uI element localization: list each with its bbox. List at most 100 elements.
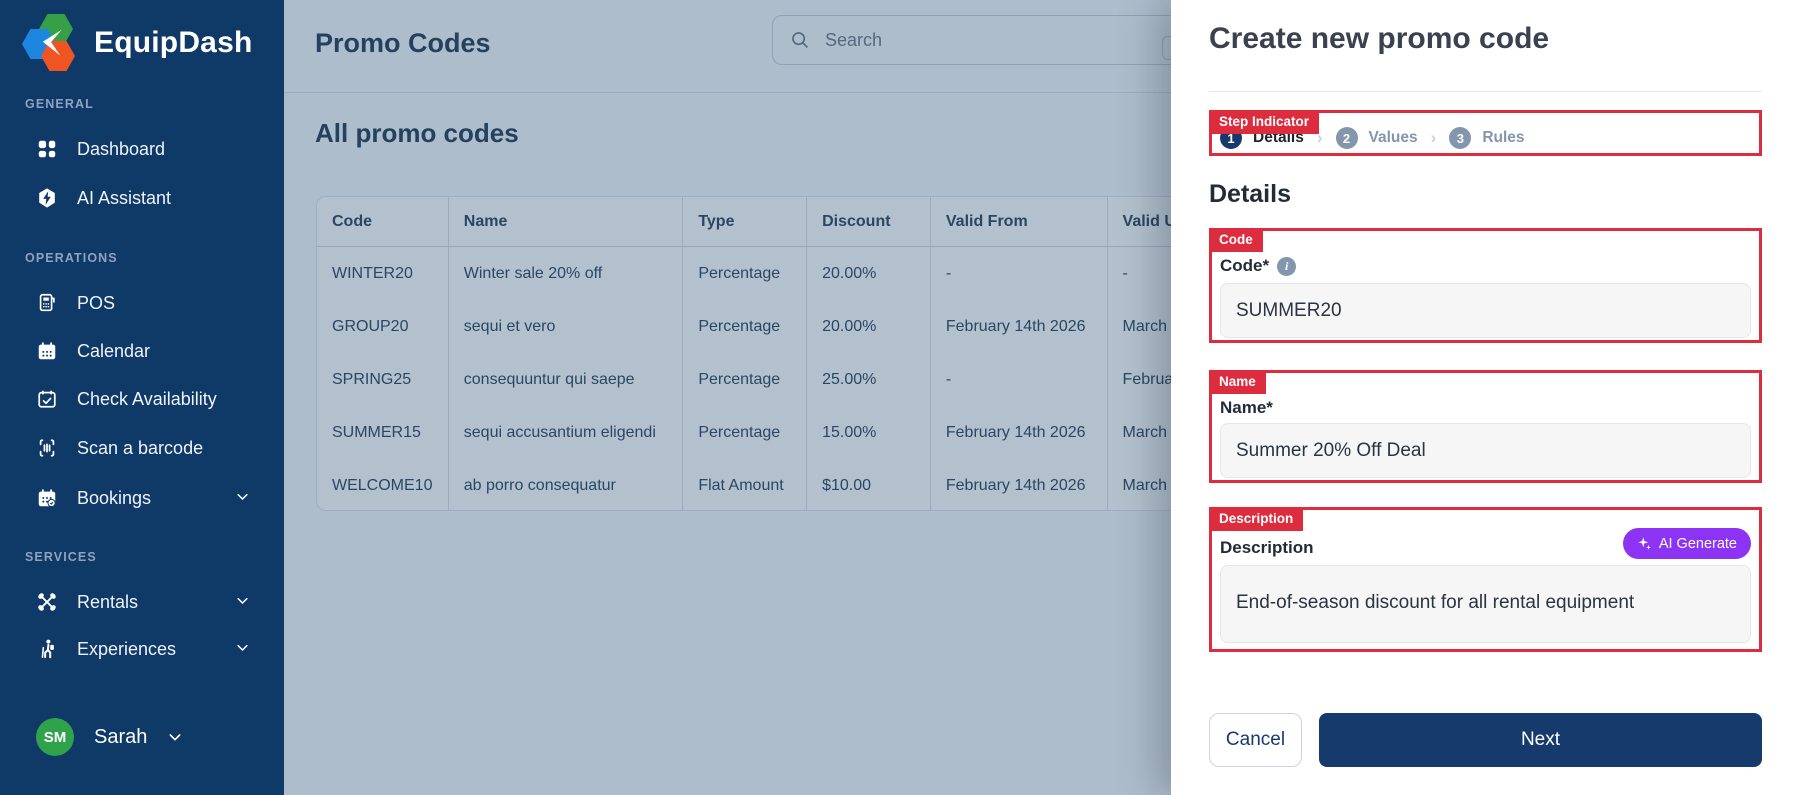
annotation-tag-name: Name	[1209, 370, 1266, 394]
section-heading: All promo codes	[315, 118, 519, 148]
cell-discount: 25.00%	[806, 353, 930, 406]
cell-valid-from: February 14th 2026	[929, 406, 1107, 459]
chevron-down-icon	[235, 488, 250, 509]
hiker-icon	[36, 637, 60, 661]
barcode-scan-icon	[36, 436, 60, 460]
sidebar-item-label: Scan a barcode	[77, 437, 204, 458]
cell-type: Percentage	[682, 247, 806, 300]
sidebar-item-check-availability[interactable]: Check Availability	[36, 384, 262, 414]
info-icon[interactable]: i	[1277, 256, 1297, 276]
chevron-right-icon: ›	[1316, 128, 1323, 147]
sidebar-item-bookings[interactable]: Bookings	[36, 483, 262, 513]
cell-valid-until: March	[1106, 406, 1375, 459]
step-2-label: Values	[1368, 129, 1418, 146]
page-title: Promo Codes	[315, 28, 491, 58]
column-header-code[interactable]: Code	[332, 212, 372, 230]
annotation-tag-code: Code	[1209, 228, 1263, 252]
column-header-type[interactable]: Type	[682, 197, 806, 246]
bookings-calendar-badge-icon	[36, 486, 60, 510]
description-field-group: Description Description AI Generate End-…	[1209, 507, 1762, 652]
cell-type: Percentage	[682, 406, 806, 459]
cell-name: sequi accusantium eligendi	[447, 406, 683, 459]
dashboard-grid-icon	[36, 137, 60, 161]
cell-name: consequuntur qui saepe	[447, 353, 683, 406]
name-field-group: Name Name*	[1209, 370, 1762, 483]
code-field-label: Code*	[1220, 256, 1270, 275]
sidebar-item-rentals[interactable]: Rentals	[36, 587, 262, 617]
code-field-group: Code Code* i	[1209, 228, 1762, 343]
cell-discount: 20.00%	[806, 300, 930, 353]
ai-generate-label: AI Generate	[1658, 535, 1737, 552]
cell-code: SPRING25	[332, 370, 412, 388]
chevron-right-icon: ›	[1430, 128, 1437, 147]
sidebar-item-calendar[interactable]: Calendar	[36, 336, 262, 366]
cancel-button[interactable]: Cancel	[1209, 713, 1302, 767]
ai-assistant-shield-icon	[36, 186, 60, 210]
step-2-circle[interactable]: 2	[1335, 127, 1358, 149]
name-input[interactable]	[1220, 423, 1751, 478]
chevron-down-icon	[235, 639, 250, 660]
section-label-general: GENERAL	[25, 97, 94, 111]
cell-type: Flat Amount	[682, 459, 806, 510]
sidebar-item-label: Experiences	[77, 638, 177, 659]
annotation-tag-description: Description	[1209, 507, 1304, 531]
main-header	[284, 0, 1800, 93]
code-input[interactable]	[1220, 283, 1751, 338]
section-label-services: SERVICES	[25, 550, 97, 564]
chevron-down-icon	[169, 734, 181, 741]
cell-type: Percentage	[682, 353, 806, 406]
table-header-row: Code Name Type Discount Valid From Valid…	[317, 197, 1375, 247]
description-field-label: Description	[1220, 538, 1314, 557]
step-3-circle[interactable]: 3	[1449, 127, 1472, 149]
table-row[interactable]: SPRING25 consequuntur qui saepe Percenta…	[317, 353, 1375, 406]
step-indicator: Step Indicator 1 Details › 2 Values › 3 …	[1209, 110, 1762, 156]
cell-valid-until: Februa	[1106, 353, 1375, 406]
column-header-name[interactable]: Name	[447, 197, 683, 246]
table-row[interactable]: SUMMER15 sequi accusantium eligendi Perc…	[317, 406, 1375, 459]
column-header-valid-from[interactable]: Valid From	[929, 197, 1107, 246]
divider	[1209, 91, 1762, 92]
table-row[interactable]: WINTER20 Winter sale 20% off Percentage …	[317, 247, 1375, 300]
table-row[interactable]: WELCOME10 ab porro consequatur Flat Amou…	[317, 459, 1375, 510]
sidebar-item-experiences[interactable]: Experiences	[36, 634, 262, 664]
cell-code: WINTER20	[332, 264, 413, 282]
cell-valid-until: -	[1106, 247, 1375, 300]
user-menu[interactable]: SM Sarah	[36, 718, 183, 756]
sidebar-item-label: Calendar	[77, 340, 151, 361]
section-label-operations: OPERATIONS	[25, 251, 118, 265]
cell-discount: 20.00%	[806, 247, 930, 300]
search-box[interactable]	[772, 15, 1222, 65]
cell-type: Percentage	[682, 300, 806, 353]
cell-name: ab porro consequatur	[447, 459, 683, 510]
sidebar-item-ai-assistant[interactable]: AI Assistant	[36, 183, 262, 213]
sidebar-item-dashboard[interactable]: Dashboard	[36, 134, 262, 164]
sidebar-item-label: Bookings	[77, 487, 152, 508]
pos-terminal-icon	[36, 291, 60, 315]
cell-discount: $10.00	[806, 459, 930, 510]
ai-generate-button[interactable]: AI Generate	[1622, 528, 1751, 559]
table-row[interactable]: GROUP20 sequi et vero Percentage 20.00% …	[317, 300, 1375, 353]
sidebar-item-label: Dashboard	[77, 138, 166, 159]
sidebar-item-pos[interactable]: POS	[36, 288, 262, 318]
app-name: EquipDash	[94, 26, 253, 59]
cell-valid-from: -	[929, 247, 1107, 300]
cell-code: WELCOME10	[332, 476, 433, 494]
description-textarea[interactable]: End-of-season discount for all rental eq…	[1220, 565, 1751, 643]
search-icon	[792, 32, 808, 48]
cell-name: sequi et vero	[447, 300, 683, 353]
cell-discount: 15.00%	[806, 406, 930, 459]
drawer-title: Create new promo code	[1209, 22, 1550, 55]
name-field-label: Name*	[1220, 398, 1273, 417]
sidebar: EquipDash GENERAL OPERATIONS SERVICES Da…	[0, 0, 284, 795]
sidebar-item-scan-barcode[interactable]: Scan a barcode	[36, 433, 262, 463]
cell-code: GROUP20	[332, 317, 409, 335]
search-input[interactable]	[825, 29, 1125, 51]
calendar-icon	[36, 339, 60, 363]
cell-name: Winter sale 20% off	[447, 247, 683, 300]
next-button[interactable]: Next	[1319, 713, 1762, 767]
cell-valid-until: March	[1106, 459, 1375, 510]
equipdash-logo-icon	[22, 14, 82, 72]
column-header-discount[interactable]: Discount	[806, 197, 930, 246]
app-logo[interactable]: EquipDash	[22, 14, 252, 72]
